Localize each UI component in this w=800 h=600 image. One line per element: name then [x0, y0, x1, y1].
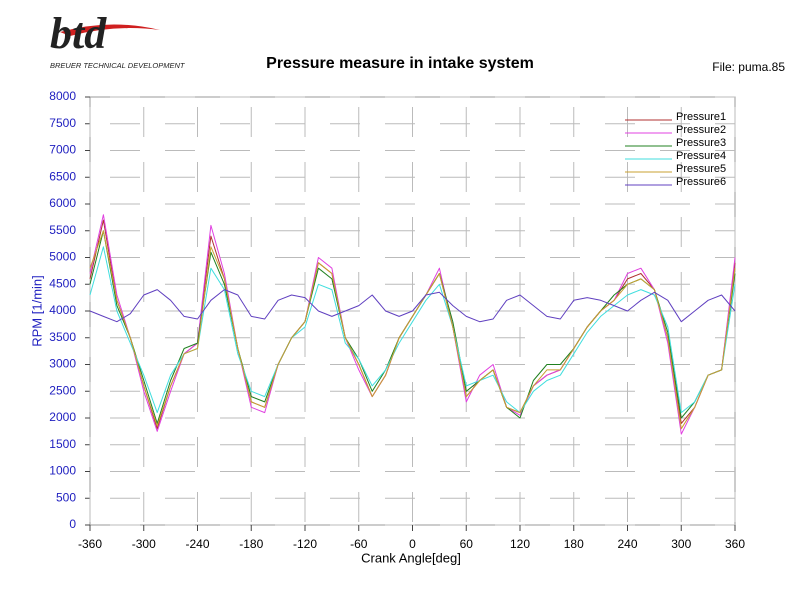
- y-tick-label: 4000: [49, 303, 76, 317]
- legend-label: Pressure6: [676, 176, 726, 188]
- logo-subtitle: BREUER TECHNICAL DEVELOPMENT: [50, 61, 186, 70]
- y-tick-label: 4500: [49, 276, 76, 290]
- legend-label: Pressure5: [676, 163, 726, 175]
- legend-label: Pressure3: [676, 137, 726, 149]
- x-tick-label: -60: [350, 537, 368, 551]
- y-tick-label: 2500: [49, 383, 76, 397]
- x-tick-label: -180: [239, 537, 263, 551]
- x-tick-label: -360: [78, 537, 102, 551]
- x-tick-label: 0: [409, 537, 416, 551]
- x-tick-label: -240: [185, 537, 209, 551]
- y-axis-label: RPM [1/min]: [29, 275, 44, 347]
- x-axis-label: Crank Angle[deg]: [361, 550, 461, 565]
- legend-label: Pressure1: [676, 111, 726, 123]
- x-tick-label: -300: [132, 537, 156, 551]
- y-tick-label: 0: [69, 517, 76, 531]
- y-tick-label: 1500: [49, 437, 76, 451]
- x-tick-label: 300: [671, 537, 691, 551]
- x-tick-label: 120: [510, 537, 530, 551]
- x-tick-label: -120: [293, 537, 317, 551]
- x-tick-label: 360: [725, 537, 745, 551]
- y-tick-label: 500: [56, 490, 76, 504]
- x-tick-label: 240: [617, 537, 637, 551]
- y-tick-label: 6000: [49, 196, 76, 210]
- y-tick-label: 6500: [49, 169, 76, 183]
- series-line: [89, 230, 736, 430]
- legend-label: Pressure4: [676, 150, 726, 162]
- x-tick-label: 180: [564, 537, 584, 551]
- y-tick-label: 8000: [49, 89, 76, 103]
- logo-swoosh: [60, 24, 160, 36]
- y-tick-label: 7000: [49, 143, 76, 157]
- series-line: [89, 289, 736, 323]
- y-tick-label: 5000: [49, 250, 76, 264]
- logo: btd: [50, 9, 107, 58]
- chart-title: Pressure measure in intake system: [266, 55, 534, 72]
- y-tick-label: 5500: [49, 223, 76, 237]
- y-tick-label: 2000: [49, 410, 76, 424]
- y-tick-label: 7500: [49, 116, 76, 130]
- legend-label: Pressure2: [676, 124, 726, 136]
- file-label: File: puma.85: [712, 60, 785, 74]
- y-tick-label: 3500: [49, 330, 76, 344]
- y-tick-label: 1000: [49, 464, 76, 478]
- y-tick-label: 3000: [49, 357, 76, 371]
- x-tick-label: 60: [460, 537, 474, 551]
